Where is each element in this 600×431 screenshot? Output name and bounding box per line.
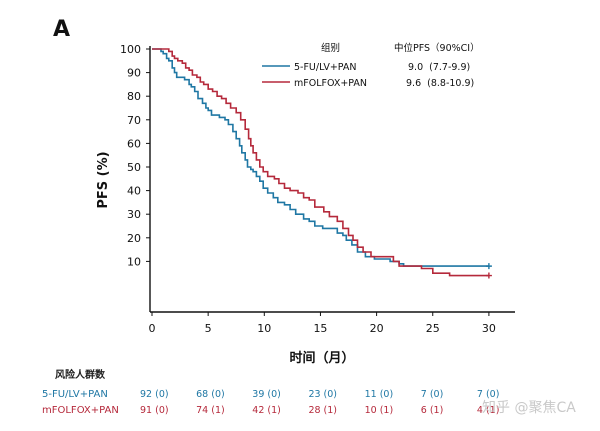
x-tick-label: 15 <box>313 322 327 335</box>
watermark: 知乎 @聚焦CA <box>482 399 576 416</box>
risk-cell: 7 (0) <box>477 389 500 400</box>
y-tick-label: 30 <box>127 208 141 221</box>
risk-row-label: 5-FU/LV+PAN <box>42 389 108 400</box>
x-tick-label: 10 <box>257 322 271 335</box>
km-curve-mfolfox <box>152 48 489 277</box>
legend: 组别 中位PFS（90%CI） 5-FU/LV+PAN 9.0 (7.7-9.9… <box>262 42 480 89</box>
y-tick-label: 70 <box>127 114 141 127</box>
y-tick-label: 100 <box>120 43 141 56</box>
legend-median-5fu: 9.0 (7.7-9.9) <box>408 62 470 73</box>
risk-cell: 42 (1) <box>252 405 281 416</box>
legend-label-5fu: 5-FU/LV+PAN <box>294 62 357 73</box>
x-ticks: 0 5 10 15 20 25 30 <box>149 312 496 335</box>
risk-cell: 10 (1) <box>365 405 394 416</box>
x-tick-label: 30 <box>482 322 496 335</box>
y-tick-label: 40 <box>127 185 141 198</box>
censor-mark <box>485 272 492 279</box>
risk-cell: 11 (0) <box>365 389 394 400</box>
risk-cell: 91 (0) <box>140 405 169 416</box>
y-ticks: 10 20 30 40 50 60 70 80 90 100 <box>120 43 150 268</box>
panel-label: A <box>53 17 70 42</box>
risk-cell: 6 (1) <box>421 405 444 416</box>
y-tick-label: 90 <box>127 67 141 80</box>
risk-cell: 68 (0) <box>196 389 225 400</box>
legend-header-median: 中位PFS（90%CI） <box>394 42 480 54</box>
risk-table-title: 风险人群数 <box>55 368 106 381</box>
legend-label-mfolfox: mFOLFOX+PAN <box>294 78 367 89</box>
risk-table: 5-FU/LV+PAN 92 (0) 68 (0) 39 (0) 23 (0) 11 (0… <box>42 389 499 416</box>
risk-cell: 23 (0) <box>308 389 337 400</box>
legend-median-mfolfox: 9.6 (8.8-10.9) <box>406 78 474 89</box>
x-axis-title: 时间（月） <box>289 350 354 366</box>
censor-mark <box>485 263 492 270</box>
risk-cell: 39 (0) <box>252 389 281 400</box>
x-tick-label: 5 <box>205 322 212 335</box>
km-curve-5fu <box>152 48 489 267</box>
risk-row-label: mFOLFOX+PAN <box>42 405 119 416</box>
risk-cell: 74 (1) <box>196 405 225 416</box>
y-axis-title: PFS (%) <box>96 151 111 208</box>
y-tick-label: 20 <box>127 232 141 245</box>
risk-cell: 92 (0) <box>140 389 169 400</box>
x-tick-label: 0 <box>149 322 156 335</box>
x-tick-label: 25 <box>426 322 440 335</box>
legend-header-group: 组别 <box>321 42 340 54</box>
y-tick-label: 80 <box>127 90 141 103</box>
km-curves <box>152 48 492 279</box>
risk-cell: 28 (1) <box>308 405 337 416</box>
y-tick-label: 50 <box>127 161 141 174</box>
risk-cell: 7 (0) <box>421 389 444 400</box>
x-tick-label: 20 <box>370 322 384 335</box>
y-tick-label: 10 <box>127 255 141 268</box>
risk-cell: 4 (1) <box>477 405 500 416</box>
y-tick-label: 60 <box>127 137 141 150</box>
